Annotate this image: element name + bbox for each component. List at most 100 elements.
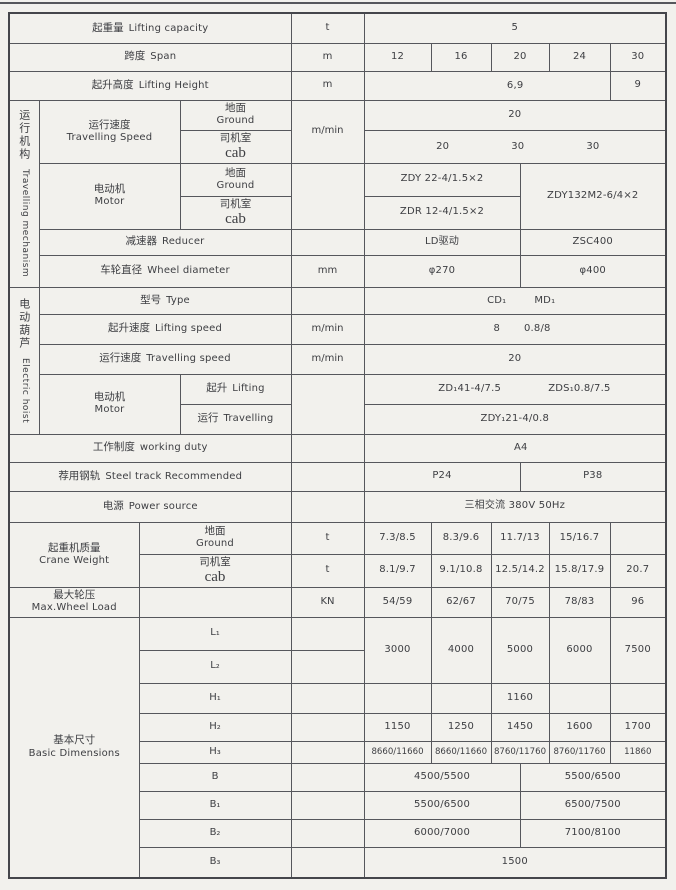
crane-weight-cab-zh: 司机室 [199,556,231,569]
wheel-diameter-value-left: φ270 [363,254,521,288]
dim-b3-unit-cell [290,846,365,879]
hoist-lifting-speed-label-en: Lifting speed [154,323,223,335]
travel-speed-cab-value-1: 20 [436,140,450,152]
steel-track-label-en: Steel track Recommended [105,470,243,482]
crane-weight-label: 起重机质量 Crane Weight [8,521,140,588]
page-top-line [0,2,676,4]
hoist-motor-travelling-value: ZDY₁21-4/0.8 [363,403,667,435]
crane-weight-ground-unit: t [290,521,365,555]
row-power-source: 电源 Power source 三相交流 380V 50Hz [8,490,667,523]
section-electric-hoist-box: 电动葫芦 Electric hoist [10,297,38,423]
hoist-motor-lifting-en: Lifting [232,383,265,395]
hoist-travel-speed-label-zh: 运行速度 [99,352,142,365]
span-value-20: 20 [490,42,550,72]
hoist-motor-travelling-zh: 运行 [197,412,219,425]
wheel-diameter-unit: mm [290,254,365,288]
wheel-diameter-label-en: Wheel diameter [147,265,230,277]
travel-speed-label-zh: 运行速度 [88,118,131,131]
travel-speed-ground-en: Ground [216,115,255,127]
travel-motor-label: 电动机 Motor [38,162,181,230]
row-crane-weight-ground: 起重机质量 Crane Weight 地面 Ground t 7.3/8.5 8.3… [8,521,667,588]
dim-b-unit-cell [290,762,365,792]
row-travel-speed-cab: 司机室 cab 20 30 30 [9,129,667,164]
max-wheel-load-label-zh: 最大轮压 [53,589,96,602]
hoist-travel-speed-label: 运行速度 Travelling speed [38,343,292,375]
dim-b1-unit-cell [290,790,365,820]
lifting-height-value-last: 9 [609,70,667,101]
dim-b1-value-right: 6500/7500 [519,790,667,820]
crane-weight-cab-label: 司机室 cab [138,553,292,588]
crane-weight-ground-v4: 15/16.7 [548,521,611,555]
section-electric-hoist: 电动葫芦 Electric hoist [8,286,40,435]
max-wheel-load-v1: 54/59 [363,586,432,618]
lifting-height-label-en: Lifting Height [138,79,209,91]
crane-weight-ground-v5 [609,521,667,555]
power-source-label-zh: 电源 [102,499,124,512]
dim-b3-value: 1500 [363,846,667,879]
steel-track-value-left: P24 [363,461,521,492]
section-electric-hoist-zh: 电动葫芦 [17,297,31,350]
hoist-motor-lifting-values-cell: ZD₁41-4/7.5 ZDS₁0.8/7.5 [363,373,667,405]
max-wheel-load-v5: 96 [609,586,667,618]
working-duty-label-zh: 工作制度 [92,441,135,454]
dim-b2-value-right: 7100/8100 [519,818,667,848]
hoist-type-values-cell: CD₁ MD₁ [363,286,667,315]
span-unit: m [290,42,365,72]
row-dim-l2: L₂ [9,649,666,684]
lifting-height-value-main: 6,9 [506,79,524,91]
travel-motor-label-en: Motor [94,196,125,208]
travel-motor-cab-label: 司机室 cab [179,195,292,230]
dim-l1-unit-cell [290,616,365,651]
hoist-lifting-speed-unit: m/min [290,313,365,345]
hoist-type-label-zh: 型号 [140,293,162,306]
hoist-lifting-speed-label: 起升速度 Lifting speed [38,313,292,345]
crane-weight-ground-en: Ground [196,538,234,550]
power-source-unit-cell [290,490,365,523]
row-travel-motor-ground: 电动机 Motor 地面 Ground ZDY 22-4/1.5×2 ZDY132M… [9,162,667,230]
reducer-value-right: ZSC400 [519,228,667,256]
power-source-label: 电源 Power source [8,490,292,523]
lifting-capacity-label-zh: 起重量 [92,21,124,34]
row-dim-h1: H₁ 1160 [9,682,667,714]
reducer-unit-cell [290,228,365,256]
hoist-motor-travelling-label: 运行 Travelling [179,403,292,435]
basic-dimensions-label-zh: 基本尺寸 [53,734,96,747]
dim-h2-v4: 1600 [548,712,611,742]
row-working-duty: 工作制度 working duty A4 [8,433,667,463]
dim-h1-v3: 1160 [490,682,550,714]
crane-spec-table: 起重量 Lifting capacity t 5 跨度 Span m 12 16 2… [8,12,668,879]
crane-weight-cab-v5: 20.7 [609,553,667,588]
row-dim-l1: 基本尺寸 Basic Dimensions L₁ 3000 4000 5000 6… [8,616,667,879]
travel-speed-unit: m/min [290,99,365,164]
row-hoist-travel-speed: 运行速度 Travelling speed m/min 20 [9,343,667,375]
hoist-type-value-cd1: CD₁ [487,294,507,306]
travel-motor-right-value: ZDY132M2-6/4×2 [519,162,667,230]
span-value-16: 16 [430,42,492,72]
dim-l1-label: L₁ [138,616,292,651]
dim-b-label: B [138,762,292,792]
lifting-height-label: 起升高度 Lifting Height [8,70,292,101]
dim-b-value-left: 4500/5500 [363,762,521,792]
travel-speed-ground-value: 20 [363,99,667,131]
travel-speed-cab-label: 司机室 cab [179,129,292,164]
dim-h2-v1: 1150 [363,712,432,742]
dim-h2-unit-cell [290,712,365,742]
working-duty-label: 工作制度 working duty [8,433,292,463]
section-travelling-mechanism-box: 运行机构 Travelling mechanism [10,109,38,277]
crane-weight-cab-v4: 15.8/17.9 [548,553,611,588]
crane-weight-ground-label: 地面 Ground [138,521,292,555]
dim-l-v2: 4000 [430,616,492,684]
lifting-height-unit: m [290,70,365,101]
travel-motor-ground-zh: 地面 [225,166,246,179]
hoist-motor-label-zh: 电动机 [93,391,126,404]
dim-b3-label: B₃ [138,846,292,879]
dim-h1-label: H₁ [138,682,292,714]
row-hoist-motor-lifting: 电动机 Motor 起升 Lifting ZD₁41-4/7.5 ZDS₁0.8/7… [9,373,667,435]
lifting-capacity-unit: t [290,12,365,44]
travel-speed-cab-en: cab [225,144,246,161]
dim-l2-label: L₂ [138,649,292,684]
reducer-label-en: Reducer [162,236,205,248]
dim-b-value-right: 5500/6500 [519,762,667,792]
span-label-en: Span [150,51,177,63]
dim-h3-v2: 8660/11660 [430,740,492,764]
